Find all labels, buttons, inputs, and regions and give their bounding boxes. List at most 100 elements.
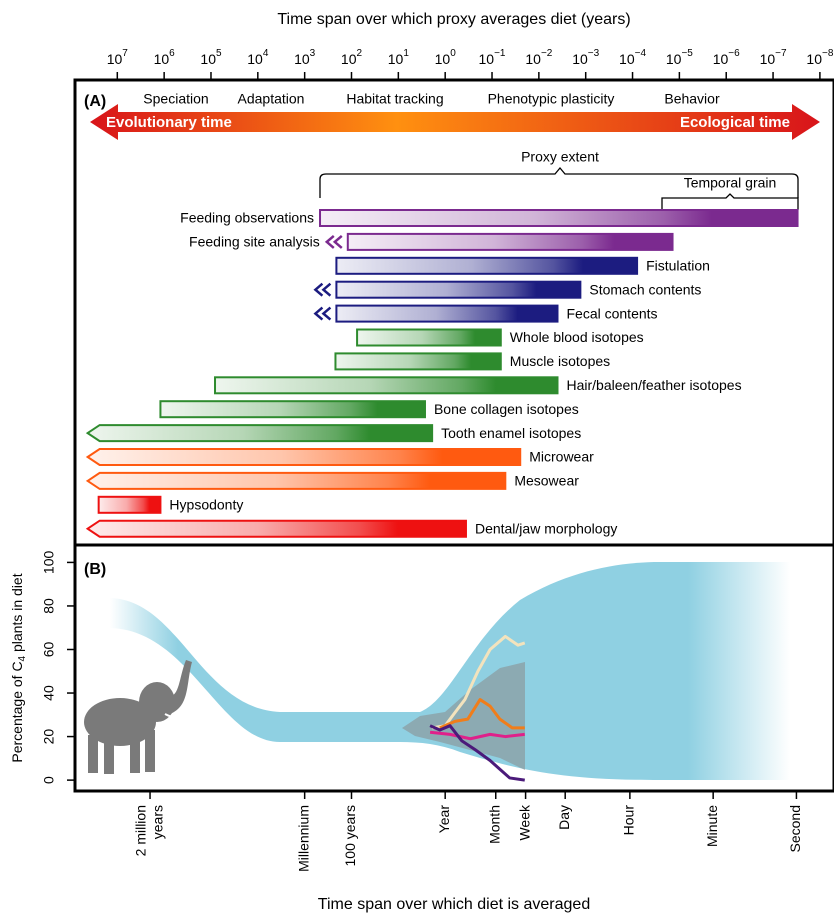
scale-label: Phenotypic plasticity (488, 91, 615, 107)
tick-base: 10 (247, 51, 263, 67)
tick-base: 10 (806, 51, 822, 67)
x-tick-label: 2 million (133, 805, 149, 856)
chevron (327, 236, 334, 248)
tick-power: 6 (169, 48, 175, 59)
bar (320, 210, 798, 226)
tick-base: 10 (713, 51, 729, 67)
panel-tag: (B) (84, 561, 106, 578)
bar-label: Muscle isotopes (510, 353, 610, 369)
bar-label: Dental/jaw morphology (475, 520, 617, 536)
top-tick-label: 103 (294, 48, 316, 67)
tick-base: 10 (341, 51, 357, 67)
scale-label: Adaptation (238, 91, 305, 107)
tick-power: −7 (775, 48, 787, 59)
tick-base: 10 (479, 51, 495, 67)
tick-base: 10 (294, 51, 310, 67)
top-tick-label: 10−5 (666, 48, 693, 67)
x-tick-label: Minute (704, 805, 720, 847)
extent-label: Proxy extent (521, 149, 599, 165)
bar (215, 377, 557, 393)
tick-power: −8 (822, 48, 834, 59)
bar-label: Mesowear (514, 473, 579, 489)
x-tick-label: Day (556, 805, 572, 830)
x-tick-label: 100 years (342, 805, 358, 866)
bar-label: Fecal contents (566, 305, 657, 321)
tick-base: 10 (388, 51, 404, 67)
tick-base: 10 (107, 51, 123, 67)
x-tick-label: Second (787, 805, 803, 852)
y-tick-label: 100 (41, 551, 57, 575)
tick-power: 1 (403, 48, 409, 59)
top-tick-label: 100 (435, 48, 457, 67)
x-tick-label: Millennium (295, 805, 311, 872)
bar (160, 401, 425, 417)
x-axis-title: Time span over which diet is averaged (318, 896, 590, 913)
tick-base: 10 (619, 51, 635, 67)
top-tick-label: 106 (154, 48, 176, 67)
x-tick-label: Hour (621, 805, 637, 836)
y-tick-label: 0 (41, 776, 57, 784)
x-tick-label: years (150, 805, 166, 839)
grain-bracket (662, 194, 798, 210)
scale-label: Habitat tracking (346, 91, 443, 107)
x-tick-label: Year (436, 805, 452, 834)
top-tick-label: 104 (247, 48, 269, 67)
x-tick-label: Month (486, 805, 502, 844)
bar (88, 473, 506, 489)
bar (336, 306, 557, 322)
bar-label: Fistulation (646, 258, 710, 274)
tick-power: −2 (541, 48, 553, 59)
bar (335, 353, 500, 369)
tick-power: −4 (635, 48, 647, 59)
top-axis-title: Time span over which proxy averages diet… (277, 11, 630, 28)
bar (348, 234, 673, 250)
bar (88, 425, 432, 441)
top-tick-label: 10−2 (525, 48, 552, 67)
bar-label: Whole blood isotopes (510, 329, 644, 345)
grain-label: Temporal grain (684, 175, 777, 191)
arrow-left-label: Evolutionary time (106, 114, 232, 131)
tick-power: 4 (263, 48, 269, 59)
tick-base: 10 (435, 51, 451, 67)
tick-base: 10 (760, 51, 776, 67)
top-tick-label: 101 (388, 48, 410, 67)
y-axis-title: Percentage of C4 plants in diet (9, 573, 28, 762)
tick-base: 10 (525, 51, 541, 67)
diet-band (110, 562, 790, 780)
bar-label: Bone collagen isotopes (434, 401, 579, 417)
arrow-right-label: Ecological time (680, 114, 790, 131)
figure: Time span over which proxy averages diet… (0, 0, 834, 918)
y-tick-label: 80 (41, 598, 57, 614)
chevron (315, 308, 322, 320)
tick-power: 7 (122, 48, 128, 59)
tick-base: 10 (572, 51, 588, 67)
chevron (315, 284, 322, 296)
tick-power: −6 (728, 48, 740, 59)
tick-power: −3 (588, 48, 600, 59)
y-tick-label: 40 (41, 685, 57, 701)
tick-base: 10 (666, 51, 682, 67)
panel-tag: (A) (84, 93, 106, 110)
top-tick-label: 107 (107, 48, 129, 67)
chevron (323, 308, 330, 320)
bar-label: Feeding observations (180, 210, 314, 226)
tick-base: 10 (154, 51, 170, 67)
bar (336, 258, 637, 274)
tick-power: 0 (450, 48, 456, 59)
bar-label: Microwear (529, 449, 594, 465)
top-tick-label: 102 (341, 48, 363, 67)
top-tick-label: 10−8 (806, 48, 833, 67)
scale-label: Behavior (664, 91, 720, 107)
y-tick-label: 60 (41, 641, 57, 657)
y-tick-label: 20 (41, 729, 57, 745)
x-tick-label: Week (516, 804, 532, 841)
top-tick-label: 105 (200, 48, 222, 67)
bar (336, 282, 580, 298)
chevron (335, 236, 342, 248)
bar-label: Feeding site analysis (189, 234, 320, 250)
tick-power: −1 (494, 48, 506, 59)
tick-power: 2 (357, 48, 363, 59)
top-tick-label: 10−1 (479, 48, 506, 67)
bar-label: Hypsodonty (169, 497, 243, 513)
bar-label: Hair/baleen/feather isotopes (566, 377, 741, 393)
